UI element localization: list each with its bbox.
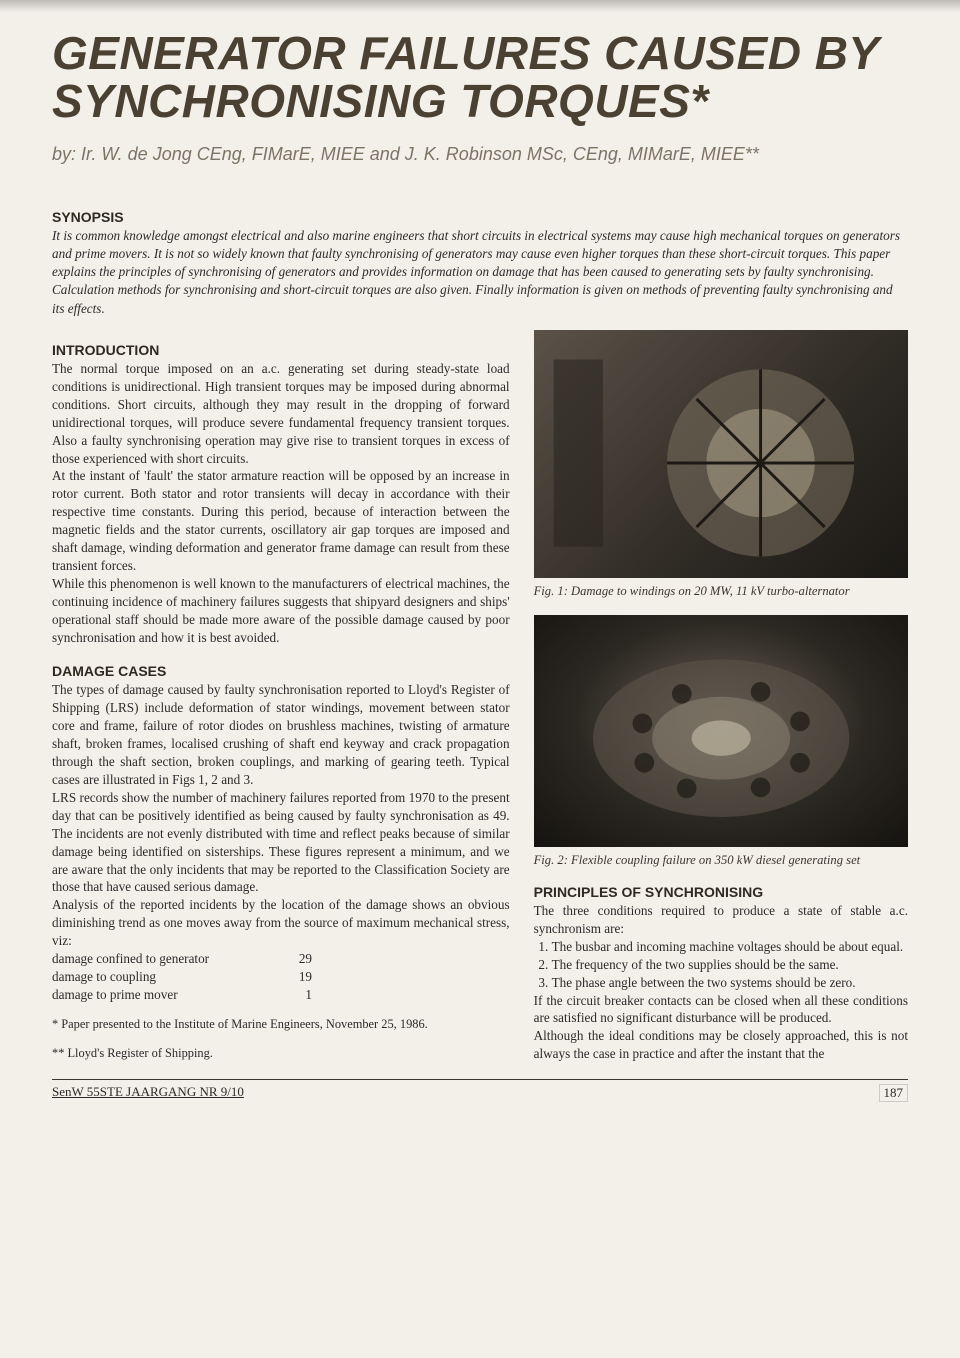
damage-row: damage to prime mover 1: [52, 986, 510, 1004]
figure-1-caption: Fig. 1: Damage to windings on 20 MW, 11 …: [534, 584, 908, 599]
intro-paragraph-1: The normal torque imposed on an a.c. gen…: [52, 360, 510, 468]
damage-paragraph-3: Analysis of the reported incidents by th…: [52, 896, 510, 950]
damage-value: 1: [282, 986, 312, 1004]
principle-item: The frequency of the two supplies should…: [552, 956, 908, 974]
journal-reference: SenW 55STE JAARGANG NR 9/10: [52, 1084, 244, 1102]
footnote-2: ** Lloyd's Register of Shipping.: [52, 1045, 510, 1061]
intro-paragraph-3: While this phenomenon is well known to t…: [52, 575, 510, 647]
damage-value: 19: [282, 968, 312, 986]
figure-2-caption: Fig. 2: Flexible coupling failure on 350…: [534, 853, 908, 868]
principles-paragraph-3: Although the ideal conditions may be clo…: [534, 1027, 908, 1063]
damage-cases-heading: DAMAGE CASES: [52, 663, 510, 679]
principles-intro: The three conditions required to produce…: [534, 902, 908, 938]
synopsis-heading: SYNOPSIS: [52, 209, 908, 225]
damage-label: damage to prime mover: [52, 986, 282, 1004]
principle-item: The phase angle between the two systems …: [552, 974, 908, 992]
figure-2-image: [534, 615, 908, 847]
principle-item: The busbar and incoming machine voltages…: [552, 938, 908, 956]
byline: by: Ir. W. de Jong CEng, FIMarE, MIEE an…: [52, 144, 908, 165]
damage-breakdown-list: damage confined to generator 29 damage t…: [52, 950, 510, 1004]
page-footer: SenW 55STE JAARGANG NR 9/10 187: [52, 1079, 908, 1102]
figure-1-image: [534, 330, 908, 578]
principles-heading: PRINCIPLES OF SYNCHRONISING: [534, 884, 908, 900]
footnote-1: * Paper presented to the Institute of Ma…: [52, 1016, 510, 1032]
damage-paragraph-1: The types of damage caused by faulty syn…: [52, 681, 510, 789]
right-column: Fig. 1: Damage to windings on 20 MW, 11 …: [534, 330, 908, 1064]
damage-label: damage confined to generator: [52, 950, 282, 968]
damage-row: damage to coupling 19: [52, 968, 510, 986]
principles-paragraph-2: If the circuit breaker contacts can be c…: [534, 992, 908, 1028]
damage-value: 29: [282, 950, 312, 968]
damage-row: damage confined to generator 29: [52, 950, 510, 968]
left-column: INTRODUCTION The normal torque imposed o…: [52, 330, 510, 1064]
principles-list: The busbar and incoming machine voltages…: [534, 938, 908, 992]
introduction-heading: INTRODUCTION: [52, 342, 510, 358]
page-number: 187: [879, 1084, 909, 1102]
synopsis-text: It is common knowledge amongst electrica…: [52, 227, 908, 318]
article-title: GENERATOR FAILURES CAUSED BY SYNCHRONISI…: [52, 30, 908, 126]
damage-label: damage to coupling: [52, 968, 282, 986]
intro-paragraph-2: At the instant of 'fault' the stator arm…: [52, 467, 510, 575]
damage-paragraph-2: LRS records show the number of machinery…: [52, 789, 510, 897]
